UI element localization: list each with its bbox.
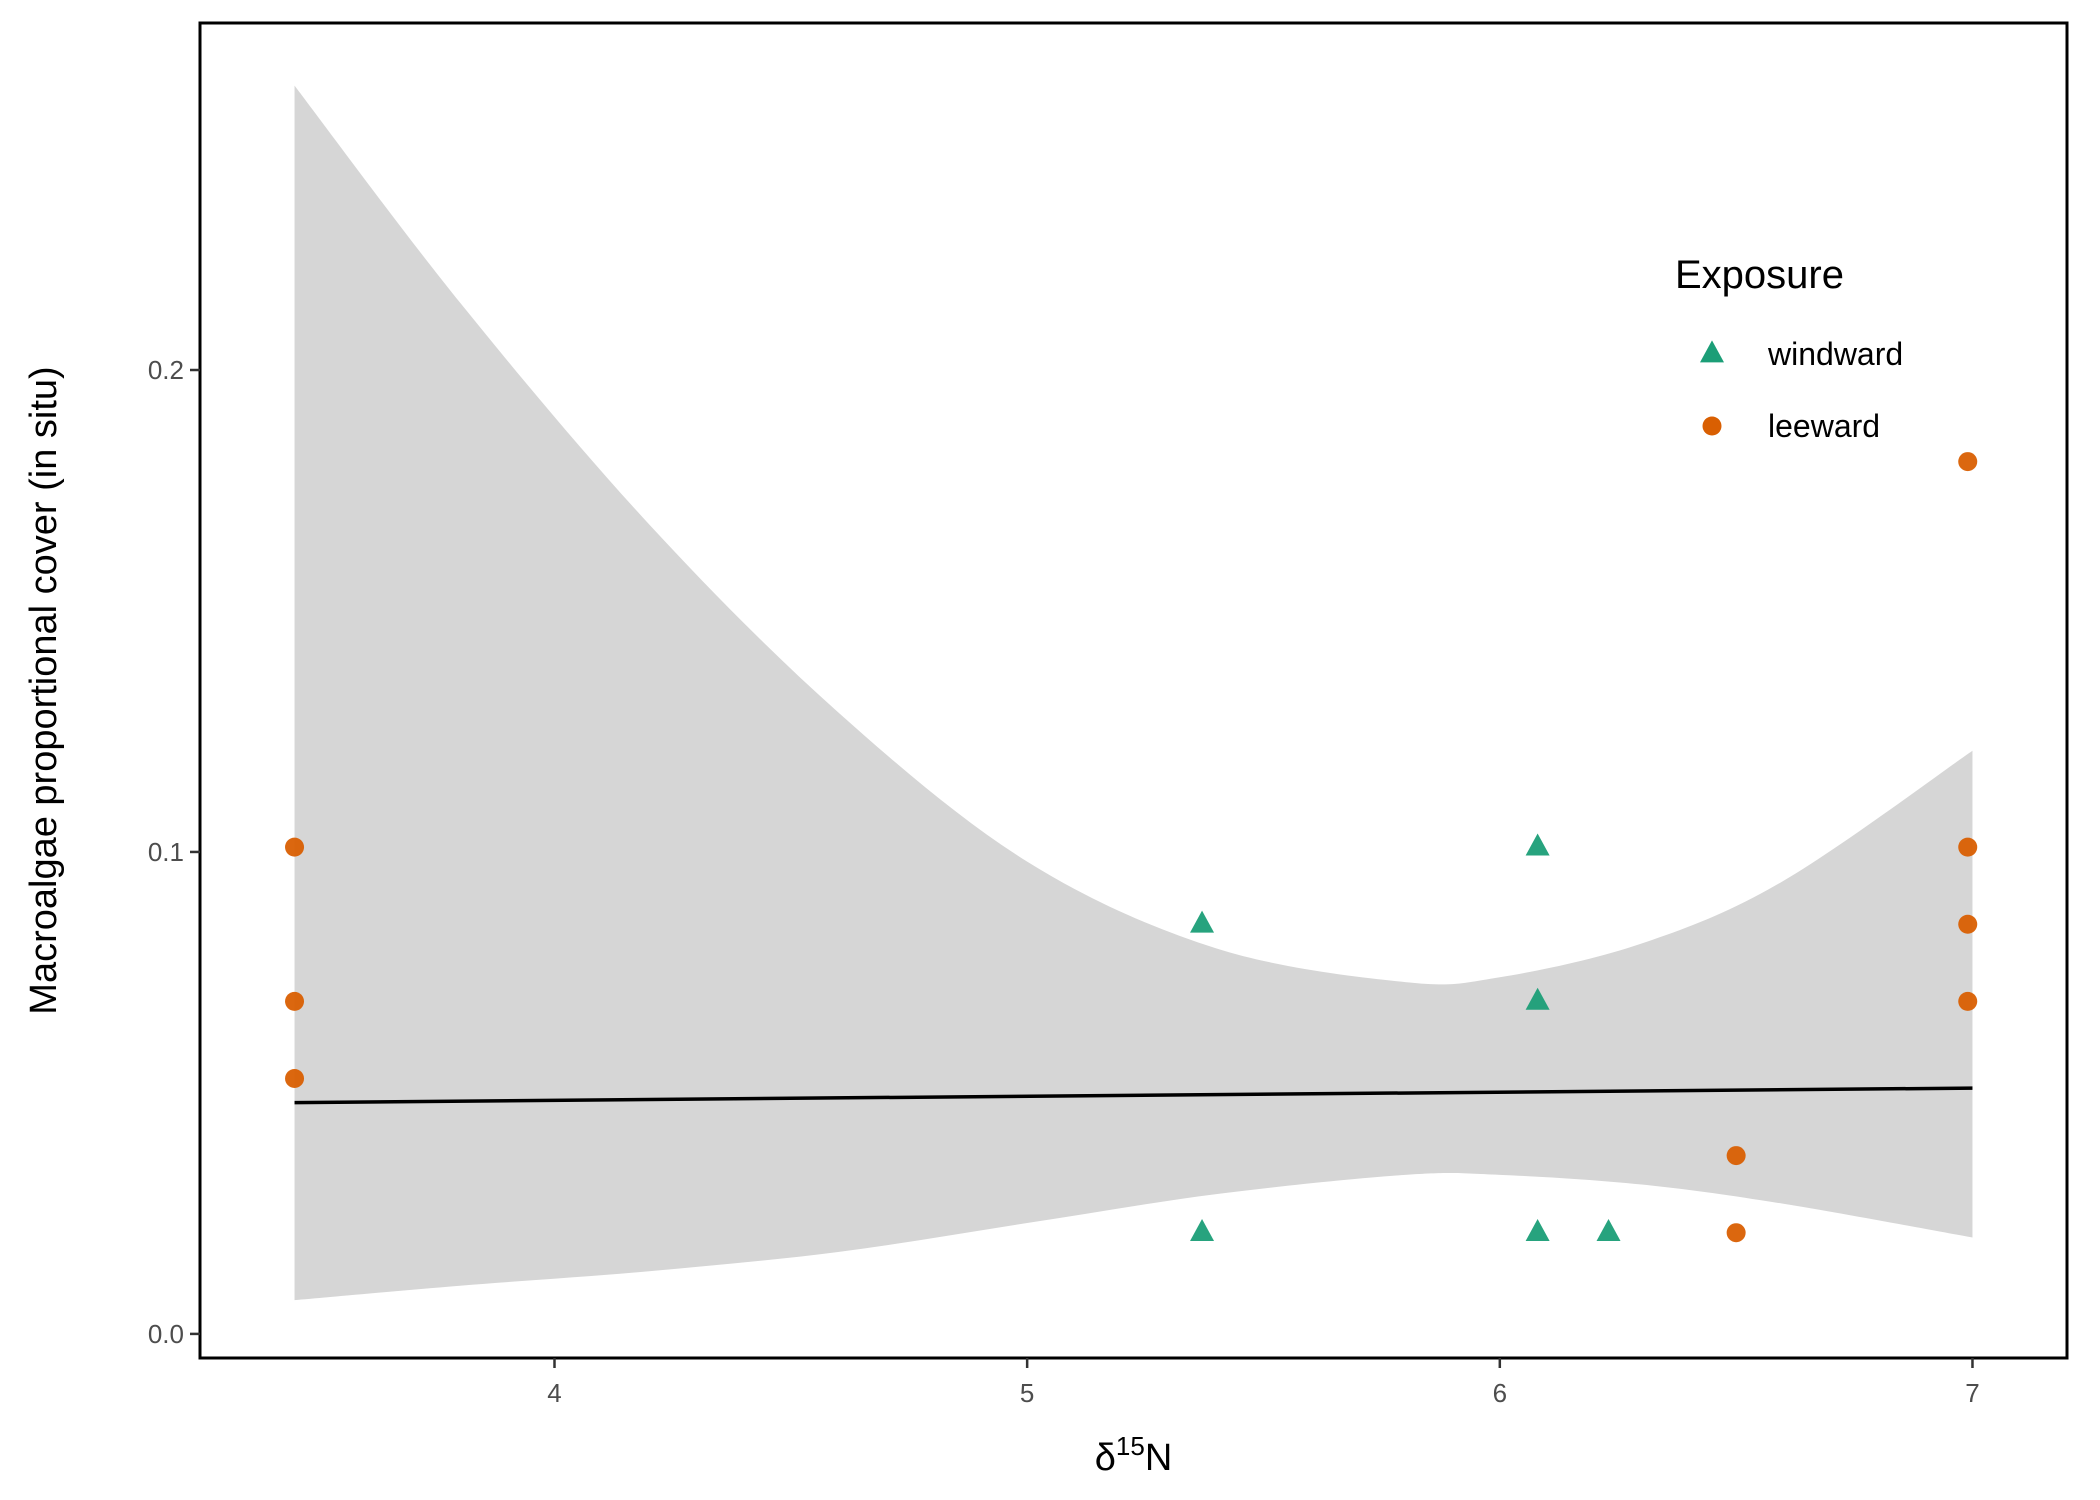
legend-items: windward leeward [1700, 336, 1903, 444]
fit-line-layer [294, 1086, 1973, 1105]
fit-line [294, 1086, 1973, 1105]
windward-point [1190, 910, 1215, 933]
leeward-point [285, 1068, 305, 1088]
windward-point [1525, 833, 1550, 856]
y-tick-label: 0.0 [148, 1319, 184, 1349]
leeward-point [285, 837, 305, 857]
leeward-point [1726, 1146, 1746, 1166]
legend-title: Exposure [1675, 253, 1844, 297]
x-tick-label: 5 [1020, 1378, 1034, 1408]
x-tick-label: 7 [1965, 1378, 1979, 1408]
data-points-layer [285, 452, 1978, 1243]
y-tick-label: 0.1 [148, 837, 184, 867]
confidence-band [294, 85, 1973, 1301]
confidence-band-layer [294, 85, 1973, 1301]
legend: Exposure windward leeward [1675, 253, 1903, 444]
windward-point [1525, 987, 1550, 1010]
leeward-point [1726, 1223, 1746, 1243]
axes-layer: 4 5 6 7 0.0 0.1 0.2 [148, 355, 1980, 1408]
y-axis-title: Macroalgae proportional cover (in situ) [23, 366, 65, 1014]
legend-leeward-marker [1702, 416, 1722, 436]
x-axis-title-superscript: 15 [1116, 1431, 1145, 1461]
y-tick-label: 0.2 [148, 355, 184, 385]
leeward-point [1958, 837, 1978, 857]
x-tick-label: 4 [547, 1378, 561, 1408]
x-axis-title-suffix: N [1145, 1437, 1172, 1479]
x-tick-label: 6 [1493, 1378, 1507, 1408]
leeward-point [285, 991, 305, 1011]
windward-point [1525, 1219, 1550, 1242]
legend-windward-label: windward [1767, 336, 1903, 372]
leeward-point [1958, 452, 1978, 472]
legend-windward-marker [1700, 340, 1724, 363]
x-axis-title-main: δ [1095, 1437, 1116, 1479]
leeward-point [1958, 914, 1978, 934]
windward-point [1190, 1219, 1215, 1242]
plot-frame [198, 21, 2069, 1360]
leeward-point [1958, 991, 1978, 1011]
legend-leeward-label: leeward [1768, 408, 1880, 444]
windward-point [1596, 1219, 1621, 1242]
x-axis-title: δ15N [1095, 1431, 1173, 1479]
